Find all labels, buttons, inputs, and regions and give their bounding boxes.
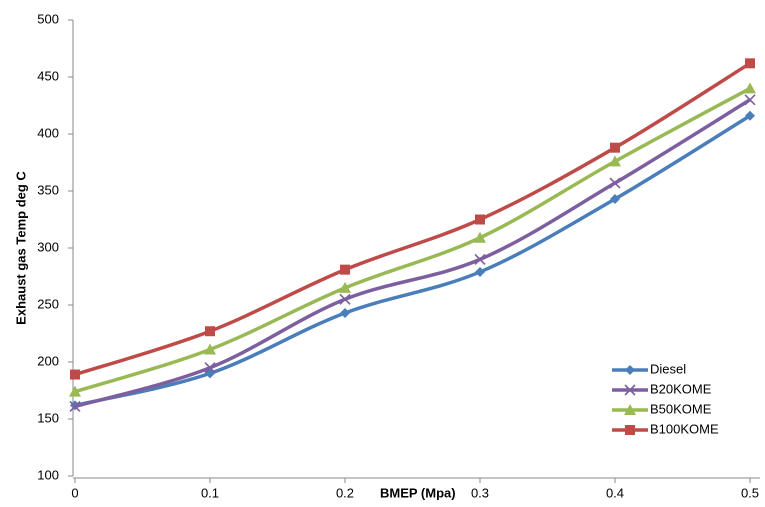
data-point <box>745 58 755 69</box>
data-point <box>70 369 80 380</box>
data-point <box>744 82 756 94</box>
y-tick-label: 150 <box>37 410 59 425</box>
x-tick-label: 0.1 <box>201 485 219 500</box>
x-tick-label: 0.4 <box>606 485 624 500</box>
y-axis-label: Exhaust gas Temp deg C <box>13 171 28 325</box>
legend-marker <box>624 384 636 396</box>
y-tick-label: 200 <box>37 353 59 368</box>
data-point <box>610 193 620 204</box>
legend-label: B20KOME <box>650 381 712 396</box>
y-tick-label: 350 <box>37 182 59 197</box>
data-point <box>474 253 486 265</box>
data-point <box>609 177 621 189</box>
data-point <box>745 110 755 121</box>
legend-label: Diesel <box>650 361 686 376</box>
x-tick-label: 0.5 <box>741 485 759 500</box>
data-point <box>475 214 485 225</box>
series-line <box>74 98 751 409</box>
y-tick-label: 450 <box>37 68 59 83</box>
data-point <box>609 155 621 167</box>
x-axis-label: BMEP (Mpa) <box>380 485 456 500</box>
y-tick-label: 100 <box>37 467 59 482</box>
y-tick-label: 300 <box>37 239 59 254</box>
legend-label: B50KOME <box>650 401 712 416</box>
data-point <box>69 400 81 413</box>
data-point <box>69 385 81 397</box>
legend-marker <box>625 425 635 435</box>
data-point <box>339 281 351 293</box>
data-point <box>474 231 486 243</box>
legend-label: B100KOME <box>650 421 719 436</box>
series-line <box>74 114 751 408</box>
x-tick-label: 0.2 <box>336 485 354 500</box>
data-point <box>744 94 756 106</box>
data-point <box>340 264 350 275</box>
x-tick-label: 0 <box>71 485 78 500</box>
y-tick-label: 400 <box>37 125 59 140</box>
series-line <box>74 86 751 394</box>
data-point <box>340 307 350 318</box>
y-tick-label: 250 <box>37 296 59 311</box>
legend-marker <box>625 365 635 375</box>
data-point <box>610 142 620 153</box>
data-point <box>475 266 485 277</box>
data-point <box>204 343 216 355</box>
legend-marker <box>624 404 636 415</box>
data-point <box>339 293 351 305</box>
series-line <box>74 61 751 377</box>
data-point <box>204 362 216 374</box>
y-tick-label: 500 <box>37 11 59 26</box>
data-point <box>205 326 215 337</box>
x-tick-label: 0.3 <box>471 485 489 500</box>
